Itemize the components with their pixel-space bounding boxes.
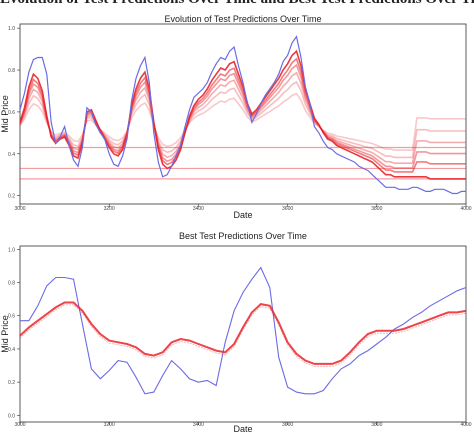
y-tick-label: 1.0	[8, 26, 15, 32]
y-tick-label: 0.4	[8, 152, 15, 158]
x-tick-label: 3000	[14, 206, 25, 212]
plot-area	[20, 35, 466, 195]
chart-title: Evolution of Test Predictions Over Time	[165, 14, 322, 24]
y-tick-label: 0.6	[8, 110, 15, 116]
x-tick-label: 4000	[460, 206, 471, 212]
chart-1: Evolution of Test Predictions Over Time 3…	[0, 14, 472, 220]
chart-title: Best Test Predictions Over Time	[179, 231, 307, 241]
y-tick-label: 0.0	[8, 413, 15, 419]
plot-frame	[19, 245, 467, 423]
x-tick-label: 3600	[282, 206, 293, 212]
x-tick-label: 3000	[14, 422, 25, 428]
x-tick-label: 3400	[193, 422, 204, 428]
y-axis-label: Mid Price	[0, 315, 10, 353]
x-axis-label: Date	[233, 424, 252, 434]
x-tick-label: 3200	[104, 206, 115, 212]
y-tick-label: 0.4	[8, 347, 15, 353]
prediction-curve	[20, 92, 466, 151]
page-banner: Evolution of Test Predictions Over Time …	[0, 0, 474, 8]
y-tick-label: 0.8	[8, 68, 15, 74]
x-tick-label: 3800	[371, 422, 382, 428]
x-tick-label: 3600	[282, 422, 293, 428]
actual-price-line	[20, 266, 466, 395]
x-tick-label: 3200	[104, 422, 115, 428]
chart-2: Best Test Predictions Over Time 3000 3200 3…	[0, 231, 472, 434]
x-tick-label: 3400	[193, 206, 204, 212]
y-tick-label: 0.8	[8, 281, 15, 287]
actual-price-line	[20, 35, 466, 195]
y-tick-label: 0.6	[8, 314, 15, 320]
x-tick-label: 4000	[460, 422, 471, 428]
y-axis-label: Mid Price	[0, 95, 10, 133]
prediction-shadow-line	[20, 304, 466, 367]
plot-area	[20, 266, 466, 395]
y-tick-label: 0.2	[8, 380, 15, 386]
best-prediction-line	[20, 301, 466, 365]
x-tick-label: 3800	[371, 206, 382, 212]
prediction-curve	[20, 49, 466, 180]
x-axis-label: Date	[233, 210, 252, 220]
plot-frame	[19, 23, 467, 205]
y-tick-label: 1.0	[8, 247, 15, 253]
y-tick-label: 0.2	[8, 194, 15, 200]
